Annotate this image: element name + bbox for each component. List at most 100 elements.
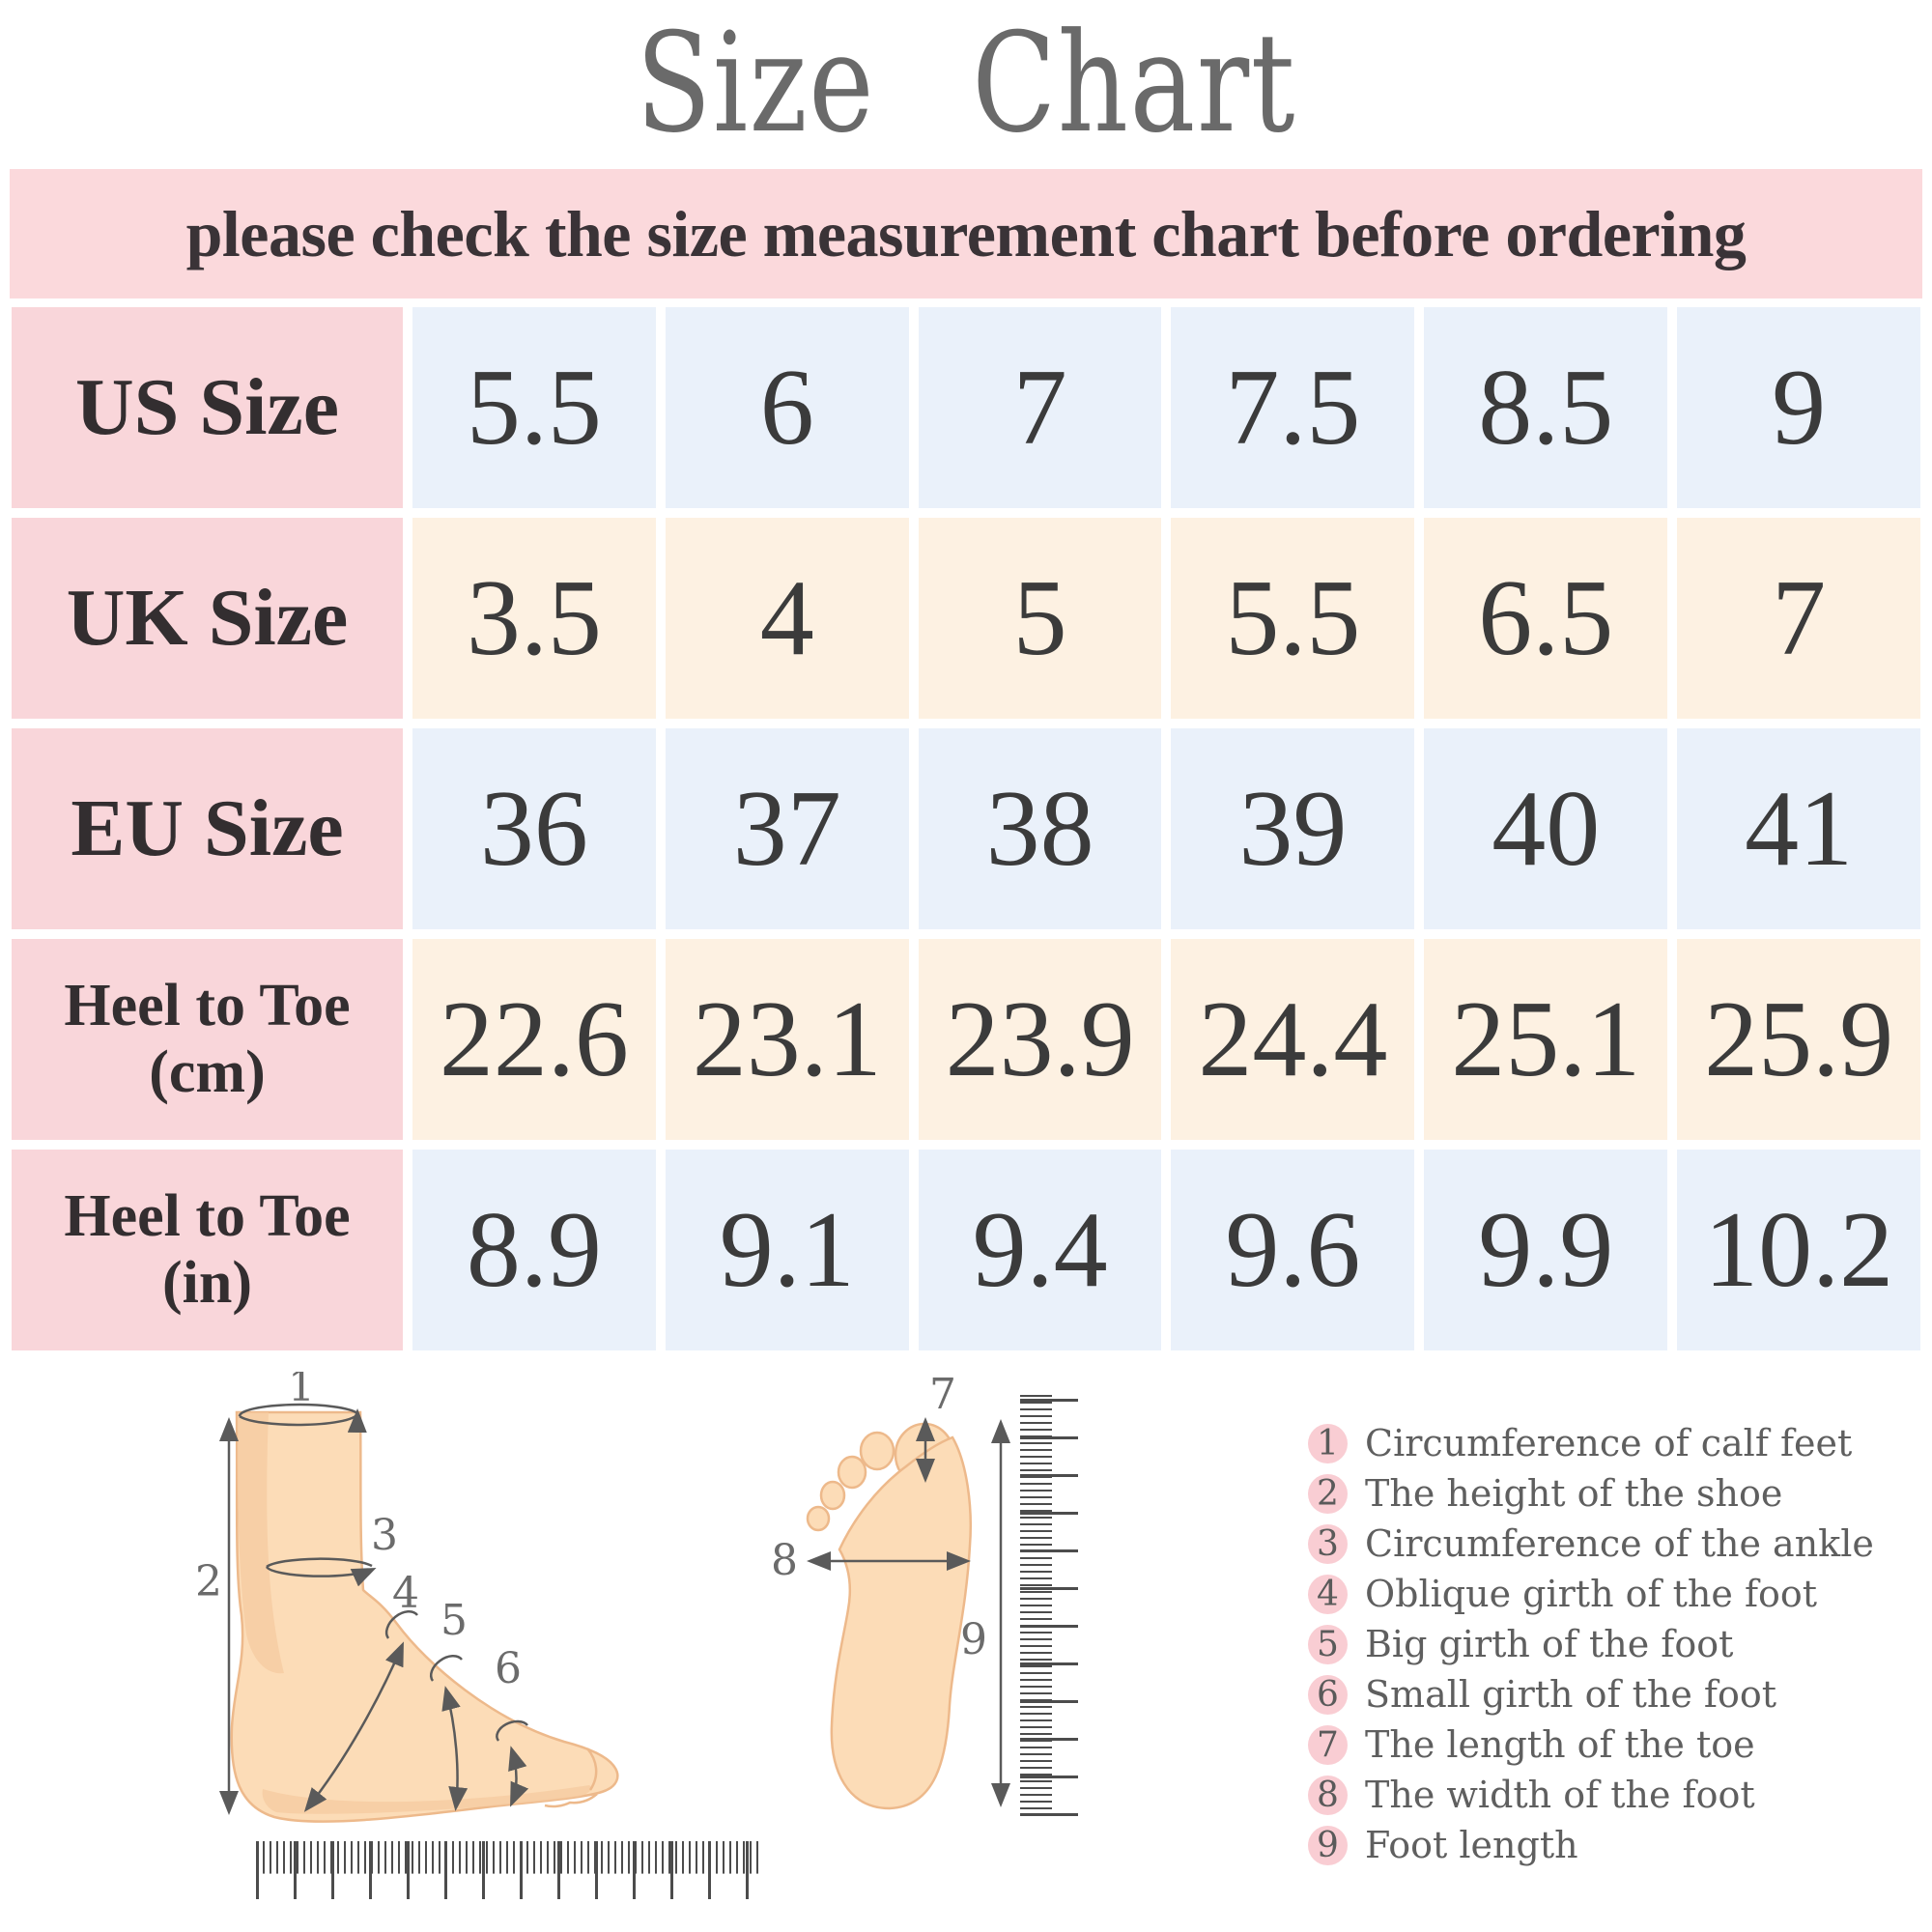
legend-item: 7 The length of the toe	[1308, 1719, 1874, 1770]
legend-item-text: Big girth of the foot	[1365, 1623, 1734, 1665]
eu-size-value: 39	[1171, 728, 1415, 929]
measure-label-6: 6	[495, 1644, 522, 1693]
toe-shape-2	[859, 1431, 895, 1471]
heel-to-toe-in-value: 9.6	[1171, 1150, 1415, 1350]
calf-girth-arc	[239, 1408, 367, 1434]
page-title-text: Size Chart	[636, 3, 1296, 163]
sole-foot-diagram: 7 8 9	[771, 1372, 1010, 1810]
foot-sole-illustration	[830, 1435, 972, 1810]
big-girth-line	[441, 1686, 469, 1811]
row-header-heel-to-toe-in: Heel to Toe (in)	[12, 1150, 403, 1350]
row-header-label: UK Size	[66, 572, 349, 663]
us-size-value: 7	[918, 307, 1162, 508]
small-girth-bump	[496, 1719, 528, 1742]
row-header-heel-to-toe-cm: Heel to Toe (cm)	[12, 939, 403, 1140]
notice-banner-text: please check the size measurement chart …	[185, 196, 1747, 270]
measure-label-1: 1	[288, 1372, 315, 1411]
notice-banner: please check the size measurement chart …	[10, 169, 1922, 298]
legend-item: 8 The width of the foot	[1308, 1770, 1874, 1820]
heel-to-toe-cm-value: 24.4	[1171, 939, 1415, 1140]
measure-label-3: 3	[371, 1511, 398, 1560]
us-size-value: 5.5	[412, 307, 656, 508]
legend-item-text: Circumference of the ankle	[1365, 1522, 1874, 1565]
uk-size-value: 6.5	[1424, 518, 1668, 719]
toe-shape-4	[819, 1480, 846, 1511]
heel-to-toe-in-value: 9.4	[918, 1150, 1162, 1350]
horizontal-ruler	[256, 1841, 763, 1899]
uk-size-value: 7	[1677, 518, 1920, 719]
heel-to-toe-in-value: 8.9	[412, 1150, 656, 1350]
toe-shape-3	[837, 1455, 867, 1490]
leg-shading	[237, 1412, 284, 1674]
oblique-girth-bump	[384, 1609, 418, 1639]
legend-number-badge: 7	[1308, 1724, 1348, 1765]
measure-label-8: 8	[771, 1536, 798, 1585]
heel-to-toe-cm-value: 22.6	[412, 939, 656, 1140]
page-title: Size Chart	[0, 0, 1932, 166]
legend-number-badge: 9	[1308, 1825, 1348, 1865]
legend-number-badge: 3	[1308, 1523, 1348, 1564]
row-header-label: Heel to Toe	[64, 972, 351, 1038]
uk-size-value: 5	[918, 518, 1162, 719]
small-girth-line	[508, 1746, 529, 1807]
us-size-value: 9	[1677, 307, 1920, 508]
row-header-sub: (in)	[162, 1250, 252, 1316]
legend-number-badge: 4	[1308, 1574, 1348, 1614]
legend-item: 2 The height of the shoe	[1308, 1468, 1874, 1519]
legend-item-text: The length of the toe	[1365, 1723, 1755, 1766]
legend-item: 9 Foot length	[1308, 1820, 1874, 1870]
legend-item: 1 Circumference of calf feet	[1308, 1418, 1874, 1468]
vertical-ruler	[1020, 1395, 1078, 1816]
oblique-girth-line	[303, 1641, 404, 1812]
side-foot-diagram: 1 2 3 4 5 6	[195, 1372, 619, 1823]
legend-item: 3 Circumference of the ankle	[1308, 1519, 1874, 1569]
row-header-label: US Size	[75, 361, 339, 452]
legend-number-badge: 2	[1308, 1473, 1348, 1514]
us-size-value: 7.5	[1171, 307, 1415, 508]
heel-to-toe-in-value: 9.1	[665, 1150, 909, 1350]
foot-side-illustration	[230, 1410, 619, 1823]
measure-label-4: 4	[392, 1569, 419, 1618]
uk-size-value: 3.5	[412, 518, 656, 719]
measure-label-7: 7	[929, 1372, 956, 1419]
legend-number-badge: 6	[1308, 1674, 1348, 1715]
toe-crease	[586, 1747, 598, 1791]
measurement-legend: 1 Circumference of calf feet 2 The heigh…	[1308, 1418, 1874, 1870]
eu-size-value: 37	[665, 728, 909, 929]
ankle-girth-arc	[265, 1566, 377, 1587]
row-header-uk-size: UK Size	[12, 518, 403, 719]
legend-item: 6 Small girth of the foot	[1308, 1669, 1874, 1719]
size-table: US Size 5.5 6 7 7.5 8.5 9 UK Size 3.5 4 …	[12, 307, 1920, 1350]
big-girth-bump	[429, 1655, 463, 1682]
heel-to-toe-cm-value: 23.1	[665, 939, 909, 1140]
heel-to-toe-in-value: 10.2	[1677, 1150, 1920, 1350]
eu-size-value: 41	[1677, 728, 1920, 929]
uk-size-value: 5.5	[1171, 518, 1415, 719]
legend-number-badge: 8	[1308, 1775, 1348, 1815]
uk-size-value: 4	[665, 518, 909, 719]
measure-label-5: 5	[440, 1596, 468, 1645]
heel-to-toe-cm-value: 25.1	[1424, 939, 1668, 1140]
ankle-girth-arc-top	[266, 1557, 373, 1569]
legend-number-badge: 5	[1308, 1624, 1348, 1664]
measure-label-2: 2	[195, 1557, 222, 1606]
us-size-value: 6	[665, 307, 909, 508]
row-header-sub: (cm)	[149, 1039, 266, 1105]
legend-item: 5 Big girth of the foot	[1308, 1619, 1874, 1669]
heel-to-toe-cm-value: 23.9	[918, 939, 1162, 1140]
legend-item-text: The width of the foot	[1365, 1774, 1755, 1816]
row-header-eu-size: EU Size	[12, 728, 403, 929]
heel-to-toe-cm-value: 25.9	[1677, 939, 1920, 1140]
eu-size-value: 38	[918, 728, 1162, 929]
legend-item: 4 Oblique girth of the foot	[1308, 1569, 1874, 1619]
legend-item-text: Oblique girth of the foot	[1365, 1573, 1818, 1615]
eu-size-value: 40	[1424, 728, 1668, 929]
us-size-value: 8.5	[1424, 307, 1668, 508]
row-header-label: Heel to Toe	[64, 1182, 351, 1249]
legend-item-text: The height of the shoe	[1365, 1472, 1783, 1515]
row-header-us-size: US Size	[12, 307, 403, 508]
legend-item-text: Small girth of the foot	[1365, 1673, 1776, 1716]
toe-tip-crease	[544, 1793, 598, 1808]
measure-label-9: 9	[960, 1615, 987, 1664]
toe-shape-5	[806, 1505, 831, 1532]
